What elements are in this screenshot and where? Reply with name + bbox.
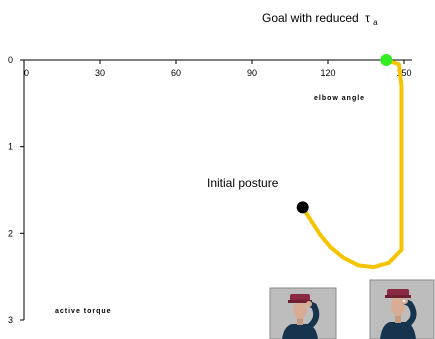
goal-point-marker: [380, 54, 393, 66]
y-ticks: 0 1 2 3: [8, 55, 24, 325]
chart-title-symbol: τ: [365, 11, 370, 25]
initial-posture-label: Initial posture: [207, 176, 279, 190]
x-tick-label: 90: [247, 68, 257, 78]
chart-title: Goal with reduced τ a: [262, 11, 378, 27]
trajectory-line: [300, 58, 404, 270]
chart-title-text: Goal with reduced: [262, 11, 359, 25]
series-group: [300, 58, 404, 270]
chart-title-subscript: a: [373, 18, 378, 27]
x-tick-label: 0: [24, 68, 29, 78]
y-axis-title: active torque: [55, 308, 112, 315]
x-tick-label: 150: [396, 68, 411, 78]
y-tick-label: 3: [8, 315, 13, 325]
y-tick-label: 2: [8, 228, 13, 238]
figure-thumbnail-initial: [269, 287, 337, 339]
y-tick-label: 0: [8, 55, 13, 65]
x-tick-label: 120: [320, 68, 335, 78]
figure-thumbnail-goal: [369, 279, 435, 339]
x-axis-title: elbow angle: [314, 95, 365, 102]
x-tick-label: 30: [95, 68, 105, 78]
markers-group: [296, 54, 393, 214]
initial-point-marker: [296, 201, 309, 214]
x-ticks: 0 30 60 90 120 150: [23, 60, 412, 78]
y-tick-label: 1: [8, 142, 13, 152]
x-tick-label: 60: [171, 68, 181, 78]
